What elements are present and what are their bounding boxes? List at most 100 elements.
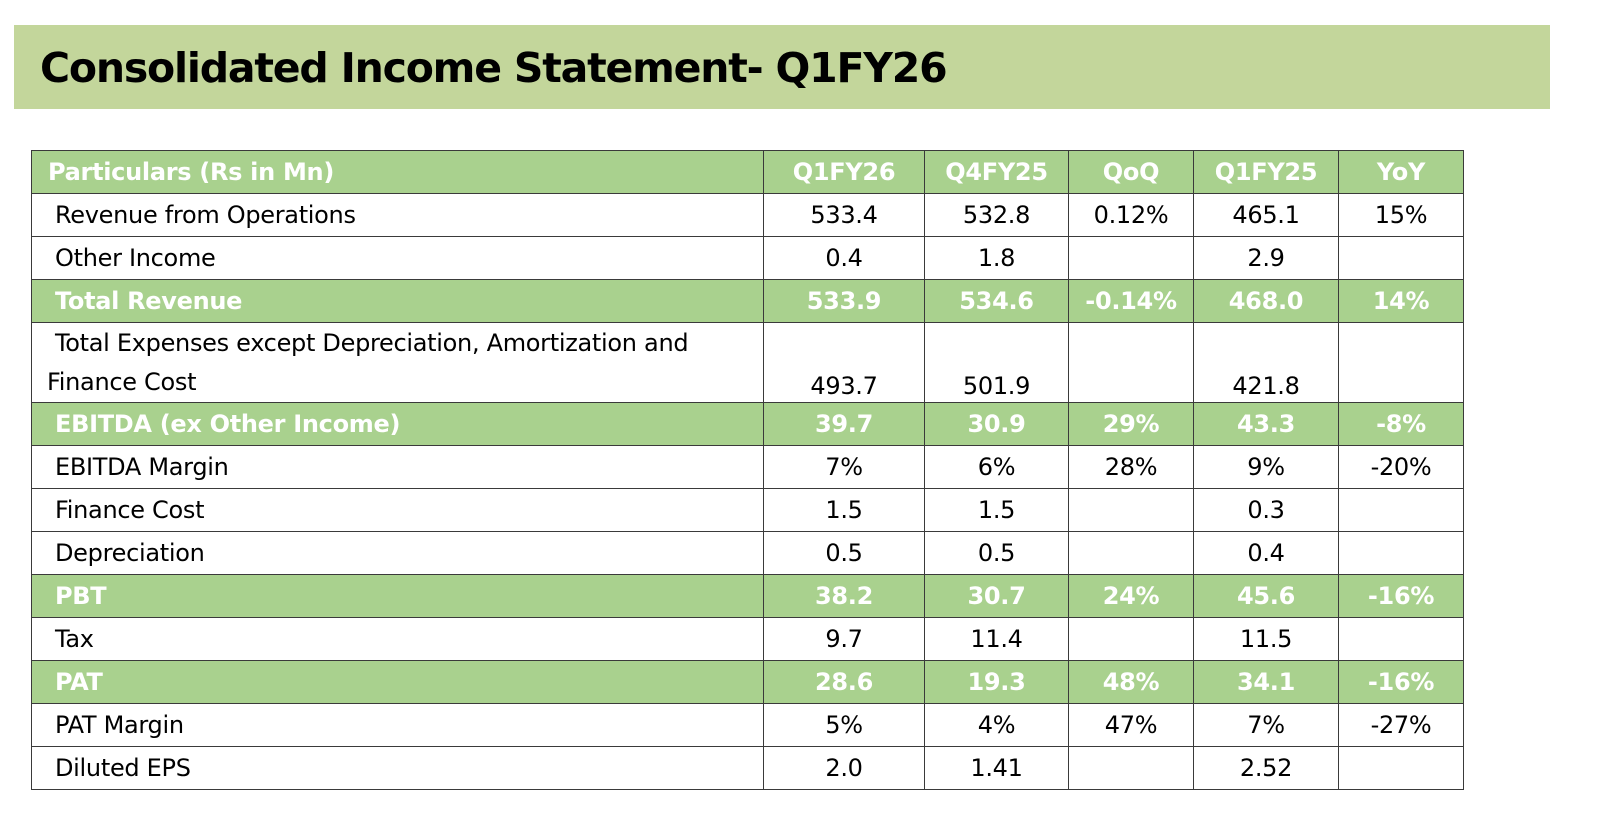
- table-row: EBITDA (ex Other Income) 39.7 30.9 29% 43.3-…: [31, 402, 1464, 446]
- row-label: Finance Cost: [31, 488, 764, 532]
- table-row: Total Expenses except Depreciation, Amor…: [31, 322, 1464, 403]
- table-row: Revenue from Operations 533.4 532.8 0.12% 46…: [31, 193, 1464, 237]
- header-q1fy26: Q1FY26: [763, 150, 925, 194]
- cell-q4fy25: 1.8: [924, 236, 1069, 280]
- cell-q1fy26: 9.7: [763, 617, 925, 661]
- cell-q1fy26: 493.7: [763, 322, 925, 403]
- title-banner: Consolidated Income Statement- Q1FY26: [14, 25, 1550, 109]
- cell-qoq: 47%: [1068, 703, 1194, 747]
- cell-qoq: 48%: [1068, 660, 1194, 704]
- cell-qoq: 24%: [1068, 574, 1194, 618]
- cell-q1fy26: 28.6: [763, 660, 925, 704]
- cell-qoq: [1068, 488, 1194, 532]
- cell-q4fy25: 30.9: [924, 402, 1069, 446]
- table-body: Revenue from Operations 533.4 532.8 0.12% 46…: [31, 193, 1464, 790]
- cell-yoy: [1338, 488, 1464, 532]
- table-row: PAT Margin 5% 4% 47% 7% -27%: [31, 703, 1464, 747]
- cell-yoy: 14%: [1338, 279, 1464, 323]
- header-row: Particulars (Rs in Mn) Q1FY26 Q4FY25 QoQ…: [31, 150, 1464, 194]
- cell-yoy: -27%: [1338, 703, 1464, 747]
- row-label: Other Income: [31, 236, 764, 280]
- cell-q4fy25: 6%: [924, 445, 1069, 489]
- cell-q1fy25: 7%: [1193, 703, 1339, 747]
- row-label: Depreciation: [31, 531, 764, 575]
- cell-yoy: -16%: [1338, 660, 1464, 704]
- cell-q1fy25: 465.1: [1193, 193, 1339, 237]
- row-label: PAT Margin: [31, 703, 764, 747]
- row-label: EBITDA (ex Other Income): [31, 402, 764, 446]
- cell-qoq: [1068, 617, 1194, 661]
- cell-yoy: [1338, 746, 1464, 790]
- table-row: EBITDA Margin 7% 6% 28% 9% -20%: [31, 445, 1464, 489]
- income-statement-table: Particulars (Rs in Mn) Q1FY26 Q4FY25 QoQ…: [31, 150, 1464, 790]
- row-label: Revenue from Operations: [31, 193, 764, 237]
- cell-yoy: -20%: [1338, 445, 1464, 489]
- row-label: EBITDA Margin: [31, 445, 764, 489]
- cell-q4fy25: 11.4: [924, 617, 1069, 661]
- row-label: Tax: [31, 617, 764, 661]
- cell-q1fy26: 2.0: [763, 746, 925, 790]
- header-q4fy25: Q4FY25: [924, 150, 1069, 194]
- table-row: Finance Cost 1.5 1.5 0.3: [31, 488, 1464, 532]
- cell-q1fy26: 0.4: [763, 236, 925, 280]
- cell-q4fy25: 1.5: [924, 488, 1069, 532]
- cell-qoq: 28%: [1068, 445, 1194, 489]
- cell-q4fy25: 501.9: [924, 322, 1069, 403]
- page-title: Consolidated Income Statement- Q1FY26: [40, 44, 948, 92]
- cell-q1fy26: 38.2: [763, 574, 925, 618]
- cell-q1fy25: 2.52: [1193, 746, 1339, 790]
- cell-qoq: [1068, 531, 1194, 575]
- cell-yoy: -8%: [1338, 402, 1464, 446]
- cell-q4fy25: 19.3: [924, 660, 1069, 704]
- table-row: PBT 38.2 30.7 24% 45.6 -16%: [31, 574, 1464, 618]
- cell-yoy: [1338, 236, 1464, 280]
- cell-q1fy25: 421.8: [1193, 322, 1339, 403]
- table-row: Depreciation 0.5 0.5 0.4: [31, 531, 1464, 575]
- cell-qoq: 29%: [1068, 402, 1194, 446]
- cell-q1fy26: 0.5: [763, 531, 925, 575]
- cell-qoq: [1068, 322, 1194, 403]
- cell-q4fy25: 534.6: [924, 279, 1069, 323]
- row-label: Diluted EPS: [31, 746, 764, 790]
- cell-q1fy26: 1.5: [763, 488, 925, 532]
- cell-q4fy25: 1.41: [924, 746, 1069, 790]
- table-row: Tax 9.7 11.4 11.5: [31, 617, 1464, 661]
- row-label: Total Expenses except Depreciation, Amor…: [31, 322, 764, 403]
- cell-yoy: [1338, 531, 1464, 575]
- table-row: Other Income 0.4 1.8 2.9: [31, 236, 1464, 280]
- cell-q1fy26: 39.7: [763, 402, 925, 446]
- cell-q4fy25: 4%: [924, 703, 1069, 747]
- cell-q1fy26: 533.9: [763, 279, 925, 323]
- cell-q4fy25: 0.5: [924, 531, 1069, 575]
- cell-q1fy25: 9%: [1193, 445, 1339, 489]
- row-label: PAT: [31, 660, 764, 704]
- cell-q1fy25: 0.3: [1193, 488, 1339, 532]
- cell-qoq: [1068, 236, 1194, 280]
- cell-q1fy25: 0.4: [1193, 531, 1339, 575]
- cell-q1fy25: 11.5: [1193, 617, 1339, 661]
- table-row: Total Revenue 533.9 534.6 -0.14% 468.0 14%: [31, 279, 1464, 323]
- cell-yoy: [1338, 617, 1464, 661]
- cell-q4fy25: 30.7: [924, 574, 1069, 618]
- cell-q1fy26: 7%: [763, 445, 925, 489]
- cell-q1fy25: 34.1: [1193, 660, 1339, 704]
- table-row: PAT 28.6 19.3 48% 34.1 -16%: [31, 660, 1464, 704]
- cell-q1fy25: 43.3: [1193, 402, 1339, 446]
- cell-yoy: [1338, 322, 1464, 403]
- cell-q1fy25: 468.0: [1193, 279, 1339, 323]
- header-qoq: QoQ: [1068, 150, 1194, 194]
- cell-q1fy26: 5%: [763, 703, 925, 747]
- header-yoy: YoY: [1338, 150, 1464, 194]
- cell-q1fy26: 533.4: [763, 193, 925, 237]
- header-q1fy25: Q1FY25: [1193, 150, 1339, 194]
- cell-qoq: 0.12%: [1068, 193, 1194, 237]
- cell-yoy: 15%: [1338, 193, 1464, 237]
- cell-q1fy25: 2.9: [1193, 236, 1339, 280]
- cell-qoq: -0.14%: [1068, 279, 1194, 323]
- row-label: PBT: [31, 574, 764, 618]
- header-particulars: Particulars (Rs in Mn): [31, 150, 764, 194]
- row-label: Total Revenue: [31, 279, 764, 323]
- cell-q1fy25: 45.6: [1193, 574, 1339, 618]
- cell-yoy: -16%: [1338, 574, 1464, 618]
